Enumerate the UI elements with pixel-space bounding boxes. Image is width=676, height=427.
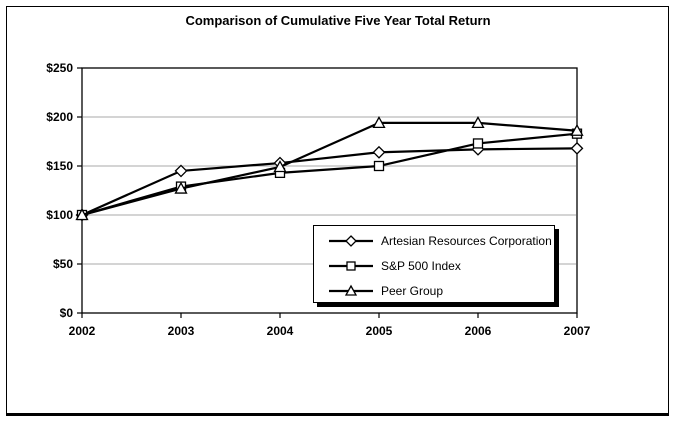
y-tick-label: $0 <box>60 306 74 320</box>
triangle-marker-icon <box>570 123 584 136</box>
x-tick-label: 2002 <box>69 324 96 338</box>
x-tick-label: 2006 <box>465 324 492 338</box>
y-tick-label: $250 <box>46 61 73 75</box>
y-tick-label: $100 <box>46 208 73 222</box>
series-line-peer-group <box>81 121 578 217</box>
figure-border <box>6 6 669 416</box>
square-marker-icon <box>346 260 356 271</box>
legend-item: Artesian Resources Corporation <box>328 228 554 253</box>
square-marker-icon <box>373 160 385 172</box>
x-tick-label: 2003 <box>168 324 195 338</box>
legend-item: S&P 500 Index <box>328 253 554 278</box>
series-line-artesian-resources-corporation <box>81 147 578 217</box>
x-tick-label: 2007 <box>564 324 591 338</box>
square-marker-icon <box>472 138 484 149</box>
plot-border <box>81 67 578 314</box>
diamond-marker-icon <box>372 145 386 159</box>
triangle-marker-icon <box>471 116 485 129</box>
legend-key-diamond <box>329 234 373 247</box>
triangle-marker-icon <box>344 284 358 296</box>
y-tick-label: $200 <box>46 110 73 124</box>
triangle-marker-icon <box>75 208 89 221</box>
legend-label: Artesian Resources Corporation <box>381 233 552 248</box>
legend-key-triangle <box>329 284 373 296</box>
y-tick-label: $150 <box>46 159 73 173</box>
chart-title: Comparison of Cumulative Five Year Total… <box>185 13 491 28</box>
legend-label: S&P 500 Index <box>381 258 461 273</box>
y-tick-label: $50 <box>53 257 73 271</box>
x-tick-label: 2004 <box>267 324 294 338</box>
legend-label: Peer Group <box>381 283 444 298</box>
series-line-s-p-500-index <box>81 132 578 217</box>
diamond-marker-icon <box>345 234 357 247</box>
diamond-marker-icon <box>174 164 188 178</box>
legend-item: Peer Group <box>328 278 554 303</box>
diamond-marker-icon <box>570 141 584 155</box>
triangle-marker-icon <box>174 181 188 194</box>
legend: Artesian Resources Corporation S&P 500 In… <box>313 225 555 303</box>
legend-key-square <box>329 260 373 271</box>
triangle-marker-icon <box>372 116 386 129</box>
triangle-marker-icon <box>273 160 287 173</box>
x-tick-label: 2005 <box>366 324 393 338</box>
